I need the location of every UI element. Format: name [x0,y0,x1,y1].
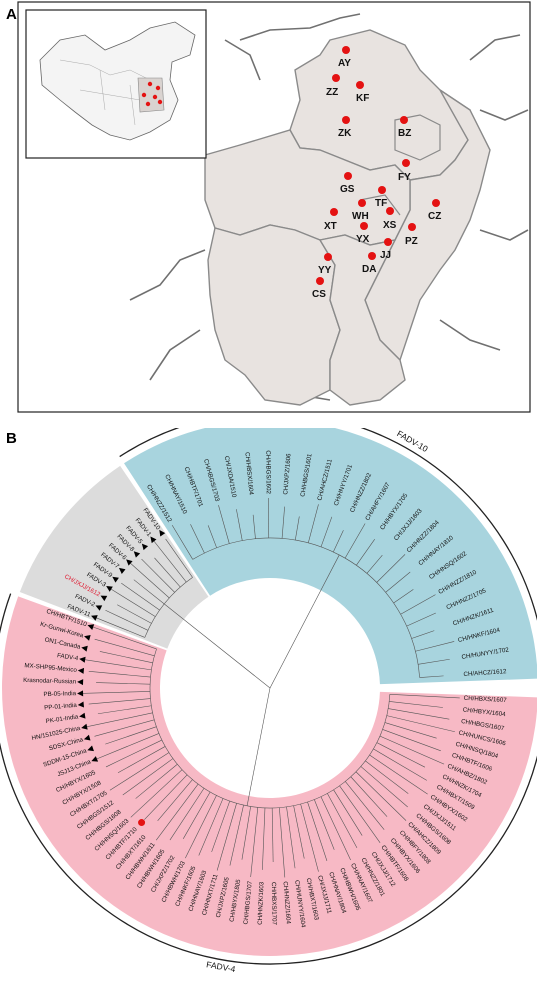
svg-text:ZZ: ZZ [326,87,338,98]
svg-text:JJ: JJ [380,250,391,261]
svg-text:YY: YY [318,265,332,276]
highlight-dot [138,819,145,826]
svg-text:BZ: BZ [398,128,411,139]
map-figure: AY ZZ KF ZK BZ FY GS TF WH XS CZ XT YX J… [0,0,537,420]
leaf-label: PB-05-India [43,690,76,698]
panel-b-label: B [6,430,17,447]
leaf-label: CH/HBGS/1602 [264,450,271,494]
panel-a-map: A [0,0,537,420]
phylogenetic-tree: CH/HBTF/1510Kr-Gunwi-KoreaON1-CanadaFADV… [0,428,537,978]
leaf-label: CH/HBXS/1707 [270,882,278,926]
svg-text:GS: GS [340,184,355,195]
svg-text:XS: XS [383,220,397,231]
svg-text:PZ: PZ [405,236,418,247]
svg-text:FY: FY [398,172,411,183]
panel-a-label: A [6,6,17,23]
svg-text:XT: XT [324,221,337,232]
fadv10-clade-label: FADV-10 [395,428,430,454]
svg-text:DA: DA [362,264,376,275]
inset-china-map [26,10,206,158]
svg-text:TF: TF [375,198,387,209]
svg-text:YX: YX [356,234,370,245]
svg-text:CZ: CZ [428,211,441,222]
svg-text:KF: KF [356,93,369,104]
svg-text:WH: WH [352,211,369,222]
svg-text:ZK: ZK [338,128,352,139]
svg-text:CS: CS [312,289,326,300]
svg-text:AY: AY [338,58,351,69]
